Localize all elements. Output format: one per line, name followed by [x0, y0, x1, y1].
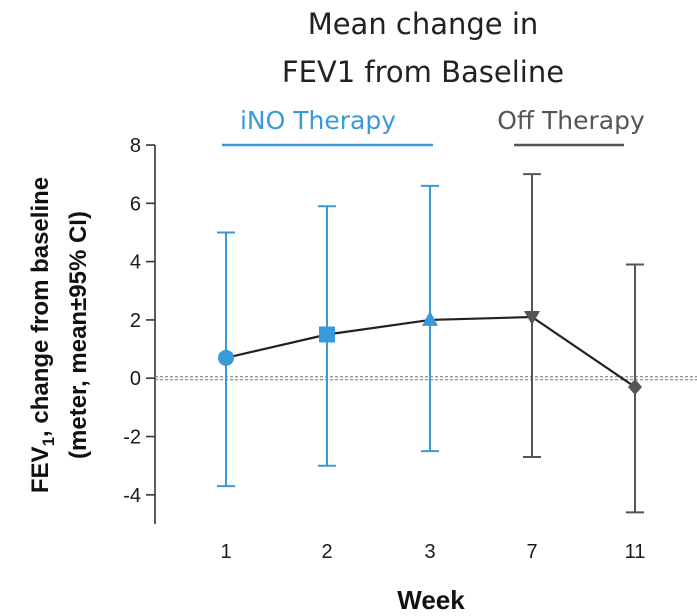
x-tick-label-2: 3: [424, 541, 435, 563]
chart-title-line2: FEV1 from Baseline: [282, 55, 564, 89]
chart-title-line1: Mean change in: [308, 7, 539, 41]
y-tick-label-3: 2: [130, 310, 141, 332]
y-axis-label-sub: 1: [39, 437, 58, 446]
y-tick-label-1: 6: [130, 193, 141, 215]
y-axis-label-rest: , change from baseline: [27, 177, 54, 437]
phase-label-ino: iNO Therapy: [240, 106, 396, 135]
y-tick-label-2: 4: [130, 252, 141, 274]
y-axis-label-main: FEV: [27, 446, 54, 493]
x-tick-labels: 1 2 3 7 11: [220, 541, 645, 563]
y-tick-label-0: 8: [130, 135, 141, 157]
x-tick-label-0: 1: [220, 541, 231, 563]
y-axis-label: FEV1, change from baseline (meter, mean±…: [27, 177, 92, 493]
y-axis-label-line2: (meter, mean±95% CI): [65, 211, 92, 459]
data-markers: [218, 310, 642, 395]
error-bars: [217, 173, 644, 514]
x-tick-label-1: 2: [321, 541, 332, 563]
y-tick-label-4: 0: [130, 368, 141, 390]
data-point-3: [524, 311, 540, 326]
x-tick-label-4: 11: [625, 541, 646, 563]
data-point-1: [319, 326, 335, 343]
y-axis: 8 6 4 2 0 -2 -4: [123, 135, 156, 524]
y-axis-label-line1: FEV1, change from baseline: [27, 177, 58, 493]
data-point-2: [422, 310, 438, 326]
x-axis-label: Week: [397, 585, 465, 615]
data-point-4: [628, 378, 642, 395]
x-tick-label-3: 7: [526, 541, 537, 563]
reference-line-group: [155, 376, 697, 381]
y-tick-label-6: -4: [123, 485, 141, 507]
data-point-0: [218, 349, 234, 366]
y-tick-label-5: -2: [123, 427, 141, 449]
phase-label-off: Off Therapy: [497, 106, 645, 135]
